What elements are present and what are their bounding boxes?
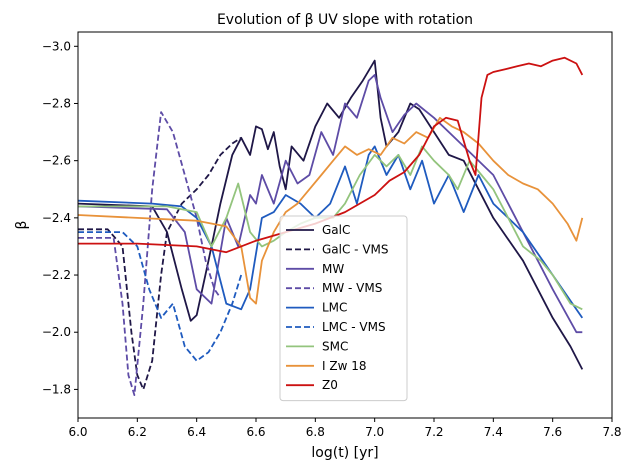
x-tick-label: 6.2 [128,425,147,439]
series-line-lmc [77,145,584,319]
x-tick-label: 7.6 [543,425,562,439]
y-tick-label: −2.0 [42,325,71,339]
x-tick-label: 7.0 [365,425,384,439]
series-line-mw-vms [78,111,222,397]
y-tick-label: −2.8 [42,96,71,110]
y-axis-ticks: −3.0 −2.8 −2.6 −2.4 −2.2 −2.0 −1.8 [42,39,78,396]
series-line-smc [78,145,583,311]
chart-title: Evolution of β UV slope with rotation [217,12,473,28]
x-tick-label: 6.4 [187,425,206,439]
chart-legend: GalC GalC - VMS MW MW - VMS LMC LMC - VMS SMC I… [279,215,408,402]
legend-label: Z0 [322,378,338,392]
legend-label: SMC [322,339,348,353]
legend-label: I Zw 18 [322,359,366,373]
series-lines [77,56,584,397]
x-tick-label: 6.6 [246,425,265,439]
y-tick-label: −1.8 [42,382,71,396]
x-tick-label: 7.2 [424,425,443,439]
x-axis-ticks: 6.0 6.2 6.4 6.6 6.8 7.0 7.2 7.4 7.6 7.8 [68,418,622,439]
x-tick-label: 6.8 [306,425,325,439]
series-line-galc [77,59,584,370]
legend-label: MW [322,262,344,276]
series-line-z0 [78,56,584,254]
legend-label: GalC - VMS [322,242,389,256]
y-tick-label: −3.0 [42,39,71,53]
x-tick-label: 7.4 [484,425,503,439]
legend-label: LMC - VMS [322,320,386,334]
legend-label: LMC [322,301,347,315]
y-tick-label: −2.2 [42,268,71,282]
x-tick-label: 6.0 [68,425,87,439]
series-line-galc-vms [78,137,242,391]
plot-frame [77,31,613,419]
legend-label: GalC [322,223,350,237]
y-tick-label: −2.6 [42,154,71,168]
x-axis-label: log(t) [yr] [311,445,378,461]
series-line-lmc-vms [78,231,243,362]
legend-box [279,215,408,402]
y-axis-label: β [14,221,30,230]
y-tick-label: −2.4 [42,211,71,225]
series-line-i-zw-18 [77,116,584,305]
legend-label: MW - VMS [322,281,382,295]
x-tick-label: 7.8 [602,425,621,439]
